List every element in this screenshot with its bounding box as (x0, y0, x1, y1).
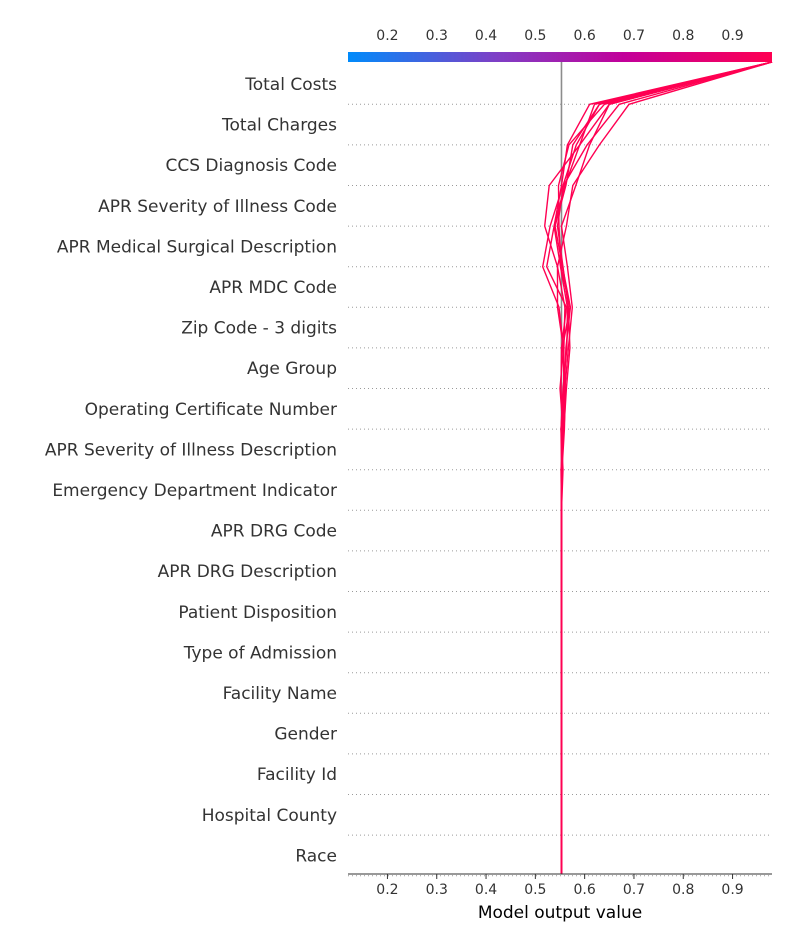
top-tick-label: 0.3 (426, 28, 448, 44)
feature-label: Zip Code - 3 digits (181, 319, 337, 339)
feature-label: Total Charges (221, 116, 337, 136)
decision-trace (560, 61, 773, 874)
decision-trace (554, 61, 773, 874)
feature-label: Type of Admission (183, 643, 337, 663)
feature-label: APR DRG Description (158, 562, 337, 582)
feature-label: Gender (274, 725, 337, 745)
feature-label: APR Severity of Illness Code (98, 197, 337, 217)
bottom-tick-label: 0.8 (672, 882, 694, 898)
top-tick-label: 0.7 (623, 28, 645, 44)
feature-label: CCS Diagnosis Code (166, 156, 338, 176)
top-axis-ticks: 0.2 0.3 0.4 0.5 0.6 0.7 0.8 0.9 (376, 28, 743, 44)
feature-label: Emergency Department Indicator (52, 481, 337, 501)
bottom-axis-ticks: 0.2 0.3 0.4 0.5 0.6 0.7 0.8 0.9 (376, 874, 744, 898)
top-tick-label: 0.2 (376, 28, 398, 44)
feature-label: APR Medical Surgical Description (57, 237, 337, 257)
top-tick-label: 0.9 (721, 28, 743, 44)
decision-trace (556, 61, 773, 874)
bottom-tick-label: 0.9 (721, 882, 743, 898)
feature-label: Facility Name (223, 684, 337, 704)
top-tick-label: 0.8 (672, 28, 694, 44)
feature-label: Age Group (247, 359, 337, 379)
bottom-tick-label: 0.7 (623, 882, 645, 898)
feature-label: APR DRG Code (211, 522, 337, 542)
decision-trace (544, 61, 773, 874)
decision-trace (553, 61, 773, 874)
decision-traces (542, 61, 773, 874)
bottom-tick-label: 0.6 (574, 882, 596, 898)
bottom-tick-label: 0.4 (475, 882, 497, 898)
x-axis-label: Model output value (478, 903, 642, 923)
feature-label: APR MDC Code (209, 278, 337, 298)
decision-trace (556, 61, 773, 874)
top-tick-label: 0.5 (524, 28, 546, 44)
top-tick-label: 0.6 (574, 28, 596, 44)
feature-label: Patient Disposition (178, 603, 337, 623)
feature-label: Facility Id (257, 765, 337, 785)
feature-label: Total Costs (244, 75, 337, 95)
decision-trace (546, 61, 773, 874)
colorbar (348, 52, 772, 62)
feature-labels: Total Costs Total Charges CCS Diagnosis Co… (45, 75, 337, 866)
top-tick-label: 0.4 (475, 28, 497, 44)
feature-label: Hospital County (202, 806, 337, 826)
feature-label: Operating Certificate Number (85, 400, 337, 420)
bottom-tick-label: 0.3 (426, 882, 448, 898)
gridlines (348, 103, 772, 877)
feature-label: Race (295, 846, 337, 866)
bottom-tick-label: 0.2 (376, 882, 398, 898)
feature-label: APR Severity of Illness Description (45, 440, 337, 460)
decision-trace (557, 61, 773, 874)
bottom-tick-label: 0.5 (524, 882, 546, 898)
